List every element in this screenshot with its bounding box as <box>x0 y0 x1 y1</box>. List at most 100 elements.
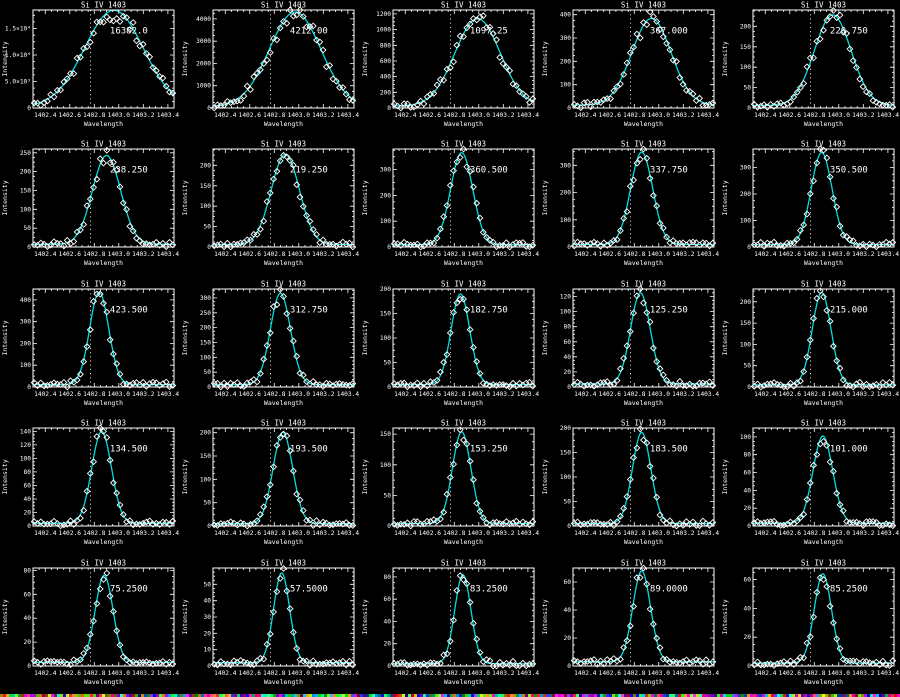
x-axis-label: Wavelength <box>84 399 123 407</box>
x-tick-label: 1403.2 <box>492 251 515 258</box>
x-tick-label: 1403.4 <box>697 670 720 677</box>
y-tick-label: 0 <box>207 244 211 251</box>
x-tick-label: 1402.6 <box>239 391 262 398</box>
axis-ticks <box>573 288 715 388</box>
y-tick-label: 60 <box>564 579 572 586</box>
x-tick-label: 1403.4 <box>877 530 900 537</box>
y-tick-label: 60 <box>24 482 32 489</box>
y-tick-label: 150 <box>380 311 391 318</box>
y-tick-label: 140 <box>20 428 31 435</box>
x-tick-label: 1403.0 <box>648 670 671 677</box>
x-tick-label: 1403.4 <box>877 670 900 677</box>
y-tick-label: 200 <box>380 192 391 199</box>
y-tick-label: 40 <box>24 615 32 622</box>
y-axis-label: Intensity <box>361 459 369 494</box>
x-tick-label: 1402.6 <box>779 391 802 398</box>
x-tick-label: 1402.8 <box>263 670 286 677</box>
data-point-diamonds <box>210 6 357 112</box>
y-tick-label: 5.0×10³ <box>5 79 31 86</box>
x-tick-label: 1402.8 <box>83 670 106 677</box>
panel-title: Si IV 1403 <box>81 140 126 149</box>
y-tick-label: 300 <box>560 162 571 169</box>
x-tick-label: 1403.2 <box>852 251 875 258</box>
y-tick-label: 200 <box>560 190 571 197</box>
panel-fit-label: 193.500 <box>290 445 328 455</box>
gaussian-fit-curve <box>573 17 715 106</box>
gaussian-fit-curve <box>573 570 714 663</box>
y-tick-label: 100 <box>380 462 391 469</box>
axis-ticks <box>33 288 175 388</box>
y-axis-label: Intensity <box>1 599 9 634</box>
x-tick-label: 1403.4 <box>517 112 540 119</box>
x-axis-label: Wavelength <box>444 678 483 686</box>
y-tick-label: 30 <box>204 614 212 621</box>
x-tick-label: 1402.6 <box>599 391 622 398</box>
x-tick-label: 1402.8 <box>83 530 106 537</box>
y-tick-label: 80 <box>24 469 32 476</box>
x-tick-label: 1403.2 <box>852 391 875 398</box>
y-tick-label: 150 <box>740 320 751 327</box>
axis-ticks <box>33 149 175 248</box>
axes-box <box>752 9 895 109</box>
x-tick-label: 1402.8 <box>623 112 646 119</box>
y-tick-label: 0 <box>207 105 211 112</box>
x-axis-label: Wavelength <box>804 538 843 546</box>
y-tick-label: 300 <box>560 35 571 42</box>
gaussian-fit-curve <box>33 430 174 524</box>
data-point-diamonds <box>570 145 717 250</box>
x-tick-label: 1403.4 <box>337 391 360 398</box>
x-tick-label: 1403.2 <box>852 670 875 677</box>
gaussian-fit-curve <box>213 572 354 664</box>
axis-ticks <box>393 288 535 388</box>
data-point-diamonds <box>750 574 897 670</box>
data-point-diamonds <box>30 12 177 109</box>
axis-ticks <box>393 9 535 109</box>
spectrum-panel-r1c1: Si IV 1403 16382.0 0 5.0×10³ 1.0×10⁴ 1.5×10⁴ 1… <box>1 1 179 129</box>
spectrum-panel-r5c5: Si IV 1403 85.2500 0 20 40 60 1402.4 1402.6 1402… <box>721 559 900 687</box>
x-tick-label: 1403.2 <box>492 670 515 677</box>
x-tick-label: 1403.0 <box>828 530 851 537</box>
panel-title: Si IV 1403 <box>261 419 306 428</box>
x-tick-label: 1402.8 <box>443 391 466 398</box>
data-point-diamonds <box>210 430 357 530</box>
axis-ticks <box>573 10 715 109</box>
x-tick-label: 1403.4 <box>877 112 900 119</box>
y-tick-label: 0 <box>567 244 571 251</box>
x-tick-label: 1403.4 <box>517 670 540 677</box>
x-axis-label: Wavelength <box>264 120 303 128</box>
x-tick-label: 1402.4 <box>574 670 597 677</box>
data-point-diamonds <box>30 290 177 391</box>
x-tick-label: 1403.0 <box>648 112 671 119</box>
y-tick-label: 100 <box>200 476 211 483</box>
y-axis-label: Intensity <box>541 180 549 215</box>
y-tick-label: 20 <box>744 505 752 512</box>
x-tick-label: 1402.6 <box>239 530 262 537</box>
gaussian-fit-curve <box>393 574 534 665</box>
x-tick-label: 1402.8 <box>443 251 466 258</box>
y-tick-label: 20 <box>24 639 32 646</box>
y-tick-label: 200 <box>740 191 751 198</box>
panel-title: Si IV 1403 <box>441 419 486 428</box>
noise-strip <box>0 688 900 697</box>
x-axis-label: Wavelength <box>264 259 303 267</box>
y-tick-label: 0 <box>387 244 391 251</box>
panel-fit-label: 360.500 <box>470 166 508 176</box>
panel-fit-label: 57.5000 <box>290 585 328 595</box>
axes-box <box>392 427 535 527</box>
panel-title: Si IV 1403 <box>801 140 846 149</box>
x-tick-label: 1402.4 <box>754 112 777 119</box>
x-tick-label: 1403.4 <box>697 530 720 537</box>
y-tick-label: 10 <box>204 647 212 654</box>
x-axis-label: Wavelength <box>84 538 123 546</box>
y-tick-label: 0 <box>207 523 211 530</box>
y-axis-label: Intensity <box>1 459 9 494</box>
x-axis-label: Wavelength <box>444 259 483 267</box>
y-tick-label: 1000 <box>376 27 391 34</box>
x-tick-label: 1402.6 <box>419 112 442 119</box>
y-axis-label: Intensity <box>361 180 369 215</box>
